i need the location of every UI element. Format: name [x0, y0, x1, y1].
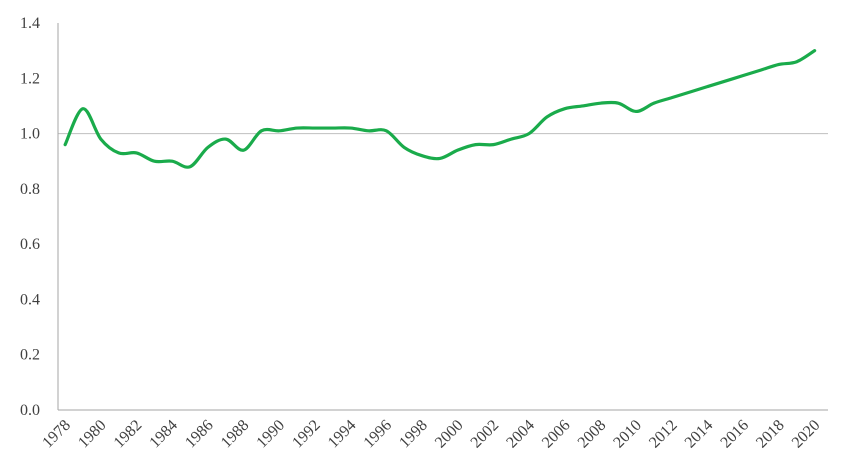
x-tick-label: 2020 — [789, 417, 824, 452]
y-tick-label: 0.0 — [20, 402, 40, 419]
x-tick-label: 2012 — [646, 417, 681, 452]
y-tick-label: 1.2 — [20, 70, 40, 87]
x-tick-label: 1998 — [396, 417, 431, 452]
x-tick-label: 1980 — [75, 417, 110, 452]
x-tick-label: 1992 — [289, 417, 324, 452]
x-tick-label: 1984 — [146, 417, 181, 452]
y-tick-label: 1.0 — [20, 126, 40, 143]
x-tick-label: 2002 — [468, 417, 503, 452]
y-tick-label: 1.4 — [20, 15, 40, 32]
series-line-0 — [63, 49, 817, 169]
x-tick-label: 1988 — [218, 417, 253, 452]
x-tick-label: 2014 — [682, 417, 717, 452]
x-tick-label: 1996 — [361, 417, 396, 452]
x-tick-label: 2004 — [503, 417, 538, 452]
x-tick-label: 2010 — [610, 417, 645, 452]
y-tick-label: 0.8 — [20, 181, 40, 198]
y-tick-label: 0.4 — [20, 291, 40, 308]
x-tick-label: 1990 — [253, 417, 288, 452]
x-tick-label: 1994 — [325, 417, 360, 452]
x-tick-label: 2018 — [753, 417, 788, 452]
series-group — [63, 49, 817, 169]
x-tick-label: 1986 — [182, 417, 217, 452]
x-axis-tick-labels: 1978 1980 1982 1984 1986 1988 1990 1992 1994 1996… — [39, 417, 823, 452]
y-tick-label: 0.6 — [20, 236, 40, 253]
x-tick-label: 1978 — [39, 417, 74, 452]
x-tick-label: 2008 — [575, 417, 610, 452]
y-axis-tick-labels: 0.0 0.2 0.4 0.6 0.8 1.0 1.2 1.4 — [20, 15, 40, 419]
x-tick-label: 1982 — [111, 417, 146, 452]
x-tick-label: 2000 — [432, 417, 467, 452]
x-tick-label: 2006 — [539, 417, 574, 452]
y-tick-label: 0.2 — [20, 347, 40, 364]
x-tick-label: 2016 — [717, 417, 752, 452]
